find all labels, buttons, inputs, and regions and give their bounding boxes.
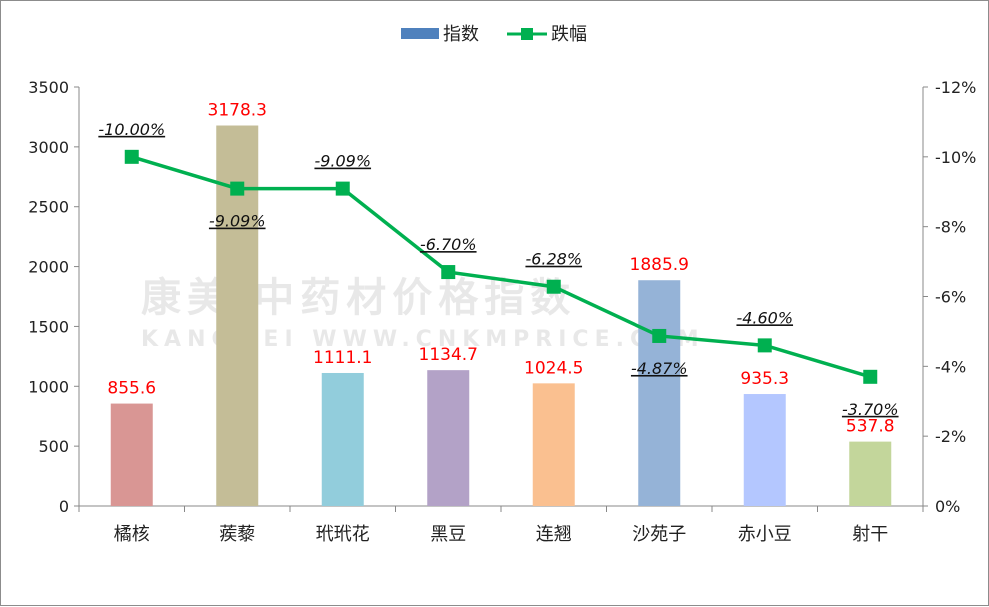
legend-bar-swatch	[401, 28, 439, 39]
y-right-tick-label: 0%	[935, 497, 960, 516]
line-value-label: -4.87%	[631, 359, 688, 378]
x-tick-label: 沙苑子	[632, 524, 686, 545]
line-point	[757, 338, 772, 353]
line-point	[546, 279, 561, 294]
line-point	[230, 181, 245, 196]
legend-line-marker	[521, 28, 533, 40]
y-left-tick-label: 3500	[28, 78, 69, 97]
x-tick-label: 黑豆	[430, 524, 466, 545]
legend-bar-label: 指数	[443, 24, 479, 45]
legend: 指数 跌幅	[401, 24, 587, 45]
line-point	[441, 265, 456, 280]
y-left-tick-label: 2000	[28, 258, 69, 277]
legend-line-label: 跌幅	[551, 24, 587, 45]
line-point	[124, 149, 139, 164]
bar-value-label: 537.8	[846, 417, 895, 437]
bar-value-label: 1134.7	[419, 345, 478, 365]
y-left-tick-label: 500	[38, 437, 69, 456]
axes: 0 500 1000 1500 2000 2500 3000 3500 0% -2% -4% -6% -…	[28, 78, 976, 516]
y-right-tick-label: -2%	[935, 427, 966, 446]
bar-value-label: 855.6	[107, 379, 156, 399]
line-point	[652, 328, 667, 343]
bar	[743, 394, 786, 506]
bar-value-label: 1111.1	[313, 348, 372, 368]
y-left-tick-label: 2500	[28, 198, 69, 217]
line-value-label: -3.70%	[842, 400, 899, 419]
line-value-label: -6.28%	[525, 250, 582, 269]
bar	[532, 383, 575, 506]
bar-value-label: 3178.3	[208, 101, 267, 121]
line-point	[335, 181, 350, 196]
bar-value-label: 1024.5	[524, 358, 583, 378]
bar	[427, 370, 470, 506]
y-left-tick-label: 3000	[28, 138, 69, 157]
line-value-label: -4.60%	[736, 308, 793, 327]
x-tick-label: 橘核	[114, 524, 150, 545]
x-tick-label: 射干	[852, 524, 888, 545]
line-value-label: -10.00%	[98, 120, 165, 139]
y-left-tick-label: 0	[59, 497, 69, 516]
line-value-label: -9.09%	[314, 152, 371, 171]
line-series: -10.00% -9.09% -9.09% -6.70% -6.28% -4.87% -4.…	[98, 120, 898, 419]
line-point	[863, 369, 878, 384]
y-right-tick-label: -12%	[935, 78, 976, 97]
y-right-tick-label: -4%	[935, 357, 966, 376]
x-tick-label: 蒺藜	[219, 524, 255, 545]
x-tick-label: 连翘	[536, 524, 572, 545]
bar	[110, 403, 153, 506]
bar-value-label: 1885.9	[630, 255, 689, 275]
bar	[638, 280, 681, 506]
y-left-tick-label: 1500	[28, 317, 69, 336]
y-right-tick-label: -10%	[935, 148, 976, 167]
line-path	[131, 155, 871, 379]
bar-value-label: 935.3	[740, 369, 789, 389]
bar	[849, 441, 892, 506]
y-right-tick-label: -6%	[935, 288, 966, 307]
line-value-label: -6.70%	[420, 235, 477, 254]
y-right-tick-label: -8%	[935, 218, 966, 237]
x-tick-label: 赤小豆	[738, 524, 792, 545]
y-left-tick-label: 1000	[28, 377, 69, 396]
line-value-label: -9.09%	[209, 212, 266, 231]
x-tick-label: 玳玳花	[316, 524, 370, 545]
watermark-cn: 康美·中药材价格指数	[141, 275, 576, 321]
bar-labels: 855.6 3178.3 1111.1 1134.7 1024.5 1885.9 935.3…	[107, 101, 894, 437]
bar	[321, 372, 364, 506]
category-labels: 橘核 蒺藜 玳玳花 黑豆 连翘 沙苑子 赤小豆 射干	[114, 524, 889, 545]
